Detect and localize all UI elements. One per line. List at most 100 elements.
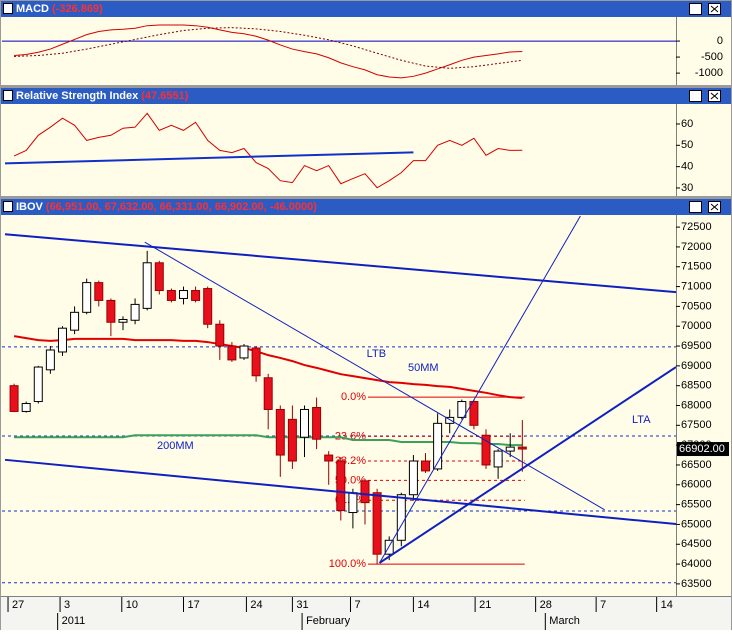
candle-body: [324, 454, 334, 462]
y-tick-label: 70000: [681, 320, 712, 332]
price-panel: [1, 215, 731, 596]
candle-body: [396, 494, 406, 541]
candle-body: [517, 446, 527, 450]
maximize-button[interactable]: [689, 201, 702, 213]
candle-body: [433, 422, 443, 470]
candle-body: [106, 299, 116, 323]
trendline: [4, 151, 414, 165]
panel-title-name: Relative Strength Index: [16, 90, 139, 102]
y-tick-label: 50: [681, 139, 693, 151]
fib-label: 100.0%: [329, 558, 367, 570]
candle-body: [457, 401, 467, 418]
x-tick-label: 24: [250, 599, 262, 611]
candle-body: [70, 311, 80, 331]
candle-body: [239, 345, 249, 359]
plot-area: [2, 24, 676, 79]
close-glyphs: [710, 5, 719, 211]
y-tick-label: 71000: [681, 280, 712, 292]
y-tick-label: 64500: [681, 538, 712, 550]
trendline: [4, 458, 676, 526]
candle-body: [154, 262, 164, 292]
candle-body: [505, 446, 515, 452]
trendline-label: LTA: [632, 414, 651, 426]
candle-body: [130, 303, 140, 321]
x-tick-label: 21: [479, 599, 491, 611]
maximize-button[interactable]: [689, 90, 702, 102]
candle-body: [445, 416, 455, 424]
trendline: [4, 233, 676, 294]
candle-body: [178, 290, 188, 299]
candle-body: [421, 460, 431, 472]
y-tick-label: 68000: [681, 399, 712, 411]
fib-label: 0.0%: [341, 391, 366, 403]
candle-body: [57, 327, 67, 353]
series-line: [13, 112, 523, 189]
series-line: [14, 24, 523, 79]
x-tick-label: 28: [540, 599, 552, 611]
period-label: 2011: [62, 615, 86, 627]
time-axis: [1, 596, 731, 630]
candle-body: [275, 408, 285, 456]
y-tick-label: 66000: [681, 479, 712, 491]
y-tick-label: 64000: [681, 558, 712, 570]
y-tick-label: -500: [701, 51, 723, 63]
last-price-box: [677, 442, 729, 457]
trendline: [379, 216, 581, 564]
x-tick-label: 17: [187, 599, 199, 611]
x-tick-label: 7: [354, 599, 360, 611]
y-tick-label: 68500: [681, 380, 712, 392]
candle-body: [21, 403, 31, 412]
candle-body: [227, 345, 237, 361]
header-bar: [1, 88, 731, 104]
close-glyph: [710, 203, 719, 211]
candle-body: [251, 347, 261, 377]
moving-average: [13, 335, 523, 399]
candle-body: [336, 460, 346, 512]
trendline: [378, 366, 676, 564]
close-glyph: [710, 5, 719, 13]
y-tick-label: 69500: [681, 340, 712, 352]
rsi-panel: [1, 104, 731, 196]
period-label: March: [549, 615, 580, 627]
series-line: [14, 27, 523, 69]
candle-body: [312, 406, 322, 440]
panel-icon: [3, 90, 13, 101]
candle-body: [372, 492, 382, 555]
candle-body: [469, 401, 479, 426]
candle-body: [166, 290, 176, 301]
last-price-label: 66902.00: [679, 443, 725, 455]
candle-body: [287, 418, 297, 462]
close-glyph: [710, 92, 719, 100]
maximize-button[interactable]: [689, 3, 702, 15]
panel-title-value: (47.6551): [141, 90, 188, 102]
moving-average-label: 200MM: [157, 440, 194, 452]
header-bar: [1, 199, 731, 215]
candle-body: [481, 434, 491, 466]
candle-body: [408, 460, 418, 496]
x-tick-label: 27: [12, 599, 24, 611]
candle-body: [45, 349, 55, 371]
candle-body: [360, 480, 370, 504]
candle-body: [118, 318, 128, 323]
panel-icon: [3, 3, 13, 14]
y-tick-label: 72000: [681, 241, 712, 253]
y-tick-label: 69000: [681, 360, 712, 372]
y-tick-label: 65000: [681, 518, 712, 530]
y-tick-label: 0: [717, 35, 723, 47]
y-tick-label: 30: [681, 182, 693, 194]
y-tick-label: 60: [681, 118, 693, 130]
panel-title: MACD (-326.869): [16, 3, 103, 15]
candle-body: [203, 288, 213, 325]
y-tick-label: 65500: [681, 499, 712, 511]
candle-body: [191, 290, 201, 301]
candle-body: [263, 377, 273, 410]
panel-title: Relative Strength Index (47.6551): [16, 90, 189, 102]
panel-title-name: IBOV: [16, 201, 44, 213]
y-tick-label: 63500: [681, 578, 712, 590]
trendline-label: LTB: [367, 348, 386, 360]
panel-title-value: (-326.869): [52, 3, 103, 15]
plot-area: [4, 112, 523, 189]
x-tick-label: 7: [600, 599, 606, 611]
plot-area: 0.0%23.6%38.2%50.0%61.8%100.0%50MM200MML…: [2, 216, 676, 584]
